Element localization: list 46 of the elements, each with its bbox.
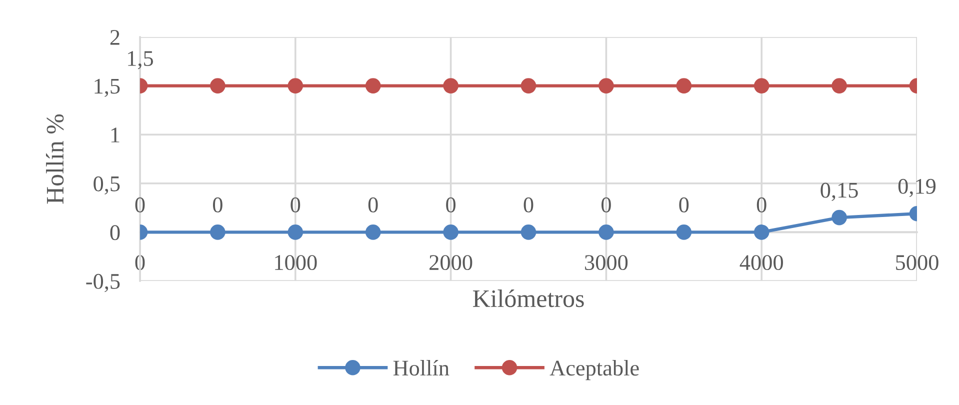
y-tick-label: 1,5 <box>94 78 120 97</box>
point <box>443 224 458 240</box>
data-label: 0 <box>679 197 689 212</box>
data-label: 0 <box>290 197 300 212</box>
y-axis-title: Hollín % <box>46 114 64 204</box>
data-label: 0 <box>368 197 378 212</box>
point <box>365 78 381 94</box>
point <box>754 78 770 94</box>
data-label: 0,19 <box>898 178 936 198</box>
point <box>288 78 304 94</box>
data-label: 0,15 <box>820 182 858 201</box>
point <box>520 78 536 94</box>
point <box>754 224 770 240</box>
point <box>210 224 226 240</box>
data-label: 0 <box>212 197 222 212</box>
x-tick-label: 1000 <box>275 255 317 270</box>
point <box>676 78 692 94</box>
data-label: 0 <box>756 197 766 212</box>
x-tick-label: 3000 <box>585 255 628 270</box>
x-tick-label: 0 <box>135 255 145 270</box>
data-label: 0 <box>524 197 534 212</box>
y-tick-label: 2 <box>110 30 120 45</box>
point <box>598 224 614 240</box>
point <box>210 78 226 94</box>
y-tick-label: 0,5 <box>94 176 120 195</box>
point <box>365 224 381 240</box>
y-tick-label: -0,5 <box>86 274 120 292</box>
data-label: 1,5 <box>128 51 154 70</box>
legend-label: Hollín <box>393 360 450 376</box>
point <box>832 78 847 94</box>
y-tick-label: 1 <box>111 128 120 142</box>
data-label: 0 <box>135 197 145 212</box>
point <box>443 78 458 94</box>
x-tick-label: 5000 <box>896 255 938 270</box>
point <box>832 210 847 226</box>
point <box>676 224 692 240</box>
x-tick-label: 2000 <box>430 255 472 270</box>
x-tick-label: 4000 <box>740 255 783 270</box>
data-label: 0 <box>601 197 611 212</box>
point <box>520 224 536 240</box>
data-label: 0 <box>446 197 456 212</box>
point <box>288 224 304 240</box>
x-axis-title: Kilómetros <box>472 290 584 308</box>
point <box>598 78 614 94</box>
legend-label: Aceptable <box>550 360 639 380</box>
y-tick-label: 0 <box>110 225 120 240</box>
